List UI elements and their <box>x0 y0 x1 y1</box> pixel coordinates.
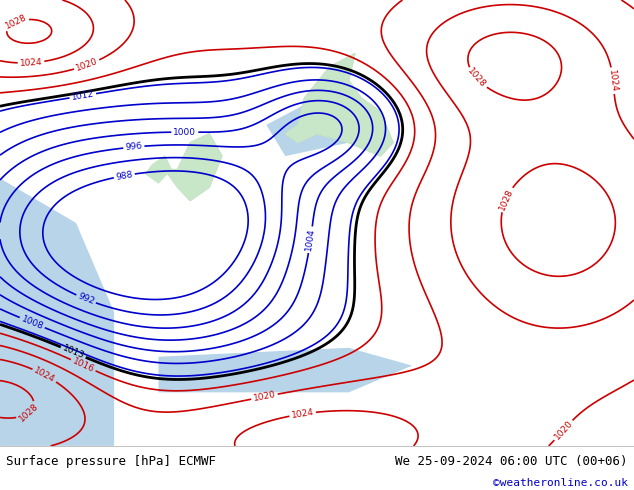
Text: 1024: 1024 <box>607 69 619 93</box>
Polygon shape <box>285 53 393 156</box>
Text: 1020: 1020 <box>552 419 574 441</box>
Text: 1000: 1000 <box>173 127 197 137</box>
Text: 1028: 1028 <box>466 67 488 90</box>
Text: 1024: 1024 <box>291 408 314 420</box>
Text: 988: 988 <box>115 170 134 182</box>
Text: 1012: 1012 <box>71 90 95 102</box>
Text: We 25-09-2024 06:00 UTC (00+06): We 25-09-2024 06:00 UTC (00+06) <box>395 455 628 468</box>
Text: 1013: 1013 <box>61 343 86 361</box>
Text: Surface pressure [hPa] ECMWF: Surface pressure [hPa] ECMWF <box>6 455 216 468</box>
Text: ©weatheronline.co.uk: ©weatheronline.co.uk <box>493 478 628 489</box>
Text: 1028: 1028 <box>4 13 28 31</box>
Polygon shape <box>0 178 114 446</box>
Text: 992: 992 <box>76 292 96 307</box>
Text: 1028: 1028 <box>497 187 515 212</box>
Polygon shape <box>266 98 380 156</box>
Text: 1016: 1016 <box>71 356 96 374</box>
Text: 1020: 1020 <box>252 390 276 403</box>
Polygon shape <box>146 156 171 183</box>
Text: 1020: 1020 <box>75 57 99 73</box>
Text: 1024: 1024 <box>20 58 42 68</box>
Text: 1004: 1004 <box>304 228 316 252</box>
Text: 1028: 1028 <box>17 402 40 424</box>
Text: 996: 996 <box>125 142 143 152</box>
Polygon shape <box>165 134 222 201</box>
Polygon shape <box>158 348 412 392</box>
Text: 1008: 1008 <box>20 314 44 331</box>
Text: 1024: 1024 <box>32 366 57 385</box>
